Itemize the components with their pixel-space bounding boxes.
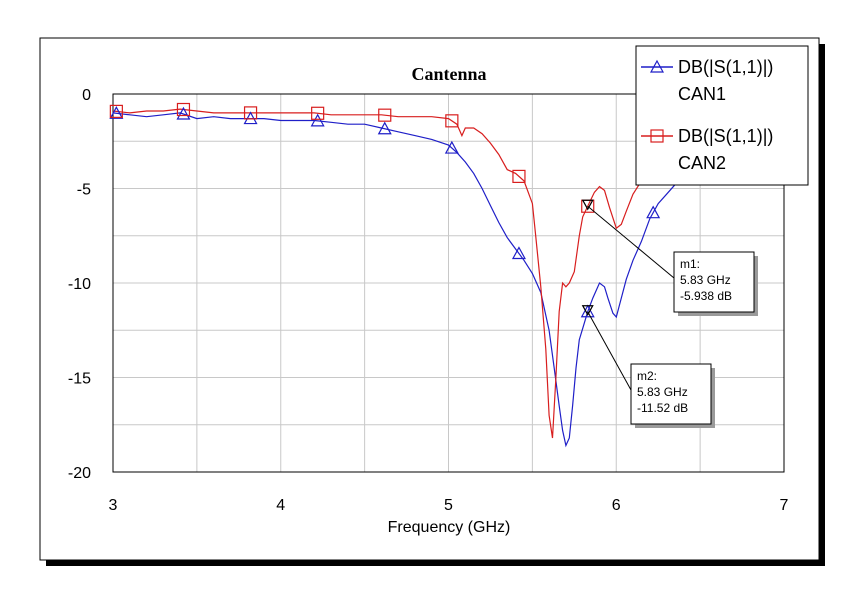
x-tick-label: 7 (780, 497, 789, 514)
data-point-triangle (511, 246, 526, 260)
marker-m2-text: -11.52 dB (637, 401, 688, 415)
data-point-square (445, 114, 459, 128)
series-line-2 (112, 108, 659, 439)
marker-m2-leader (587, 311, 632, 391)
legend-triangle-icon (649, 59, 665, 73)
y-tick-label: -10 (68, 276, 91, 293)
y-tick-label: -15 (68, 371, 91, 388)
legend: DB(|S(1,1)|) CAN1 DB(|S(1,1)|) CAN2 (635, 45, 809, 186)
data-point-square (378, 108, 392, 122)
y-tick-label: -20 (68, 465, 91, 482)
data-point-square (243, 106, 258, 120)
series-lines (109, 102, 676, 448)
data-point-square (176, 102, 191, 117)
data-point-triangle (310, 113, 325, 127)
data-point-square (512, 169, 526, 184)
y-tick-label: 0 (82, 87, 91, 104)
plot-area (112, 93, 785, 473)
data-point-triangle (109, 106, 124, 119)
legend-label-can1-line1: DB(|S(1,1)|) (678, 57, 773, 77)
data-point-triangle (580, 304, 595, 318)
marker-m2-box (630, 363, 712, 425)
marker-annotations: m1: 5.83 GHz -5.938 dB m2: 5.83 GHz -11.52 dB (581, 199, 758, 428)
legend-square-icon (650, 129, 664, 143)
legend-label-can2-line2: CAN2 (678, 153, 726, 173)
marker-m2-text: 5.83 GHz (637, 385, 688, 399)
data-point-triangle (646, 205, 661, 219)
x-tick-label: 4 (276, 497, 285, 514)
series-line-1 (112, 112, 676, 448)
legend-label-can2-line1: DB(|S(1,1)|) (678, 126, 773, 146)
marker-m1-leader (587, 205, 675, 279)
legend-box (635, 45, 809, 186)
data-point-triangle (176, 106, 191, 120)
data-point-triangle (444, 140, 459, 154)
chart-title: Cantenna (411, 64, 486, 84)
y-tick-label: -5 (77, 182, 91, 199)
marker-m2-icon (581, 305, 594, 316)
x-tick-label: 3 (109, 497, 118, 514)
marker-m2-text: m2: (637, 369, 657, 383)
data-point-triangle (243, 111, 258, 125)
x-tick-label: 6 (612, 497, 621, 514)
data-point-triangle (377, 121, 392, 135)
data-point-square (311, 106, 325, 120)
marker-m1-icon (581, 199, 594, 211)
marker-m1-text: 5.83 GHz (680, 273, 731, 287)
tick-labels: 3 4 5 6 7 0 -5 -10 -15 -20 (68, 87, 789, 514)
marker-m1-box (673, 251, 755, 313)
x-tick-label: 5 (444, 497, 453, 514)
data-point-square (109, 104, 123, 118)
marker-m1-text: m1: (680, 257, 700, 271)
x-axis-label: Frequency (GHz) (388, 519, 511, 536)
marker-m1-text: -5.938 dB (680, 289, 732, 303)
legend-label-can1-line2: CAN1 (678, 84, 726, 104)
